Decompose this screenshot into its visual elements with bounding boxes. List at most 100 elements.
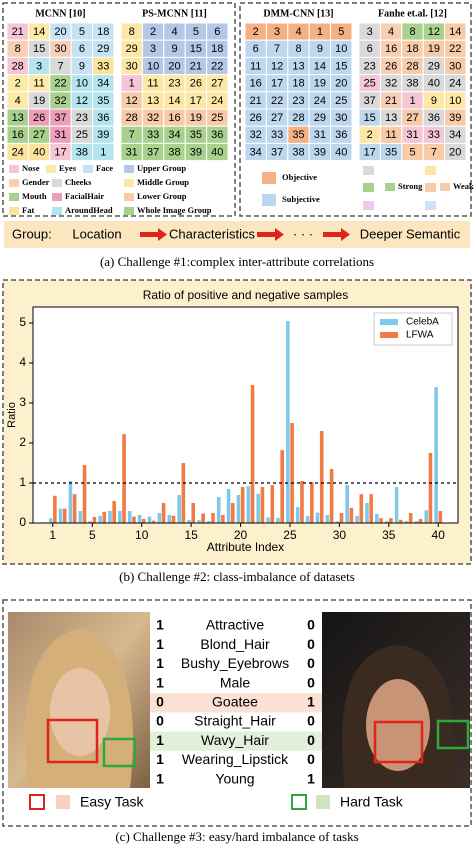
photo-right (322, 612, 470, 788)
cell-label: 8 (295, 43, 301, 55)
row-value: 1 (156, 636, 164, 652)
cell-label: 18 (292, 78, 304, 90)
grid-cell (206, 142, 229, 162)
cell-label: 34 (97, 78, 109, 90)
cell-label: 26 (250, 112, 262, 124)
bar (414, 521, 419, 523)
cell-label: 36 (335, 129, 347, 141)
cell-label: 22 (271, 95, 283, 107)
task-legend (29, 794, 330, 810)
legend-swatch (124, 165, 134, 173)
cell-label: 27 (33, 129, 45, 141)
cell-label: 10 (76, 78, 88, 90)
legend-label: Fat (22, 205, 34, 215)
cell-label: 32 (385, 78, 397, 90)
cell-label: 24 (449, 78, 461, 90)
group-step: Characteristics (169, 226, 255, 241)
cell-label: 40 (335, 146, 347, 158)
grid-title: Fanhe et.al. [12] (378, 8, 447, 19)
bar (112, 501, 116, 523)
cell-label: 16 (385, 43, 397, 55)
cell-label: 4 (171, 26, 177, 38)
bar (62, 508, 67, 523)
y-tick-label: 1 (19, 475, 26, 489)
bar (211, 513, 215, 523)
bar (369, 494, 373, 523)
y-tick-label: 4 (19, 355, 26, 369)
cell-label: 17 (54, 146, 66, 158)
x-tick-label: 30 (333, 528, 347, 542)
arrows (140, 228, 350, 241)
cell-label: 21 (385, 95, 397, 107)
legend-swatch (124, 179, 134, 187)
cell-label: 31 (54, 129, 66, 141)
cell-label: 15 (33, 43, 45, 55)
legend-swatch (9, 207, 19, 215)
legend-swatch (9, 165, 19, 173)
bar (389, 518, 393, 523)
cell-label: 3 (274, 26, 280, 38)
cell-label: 20 (168, 60, 180, 72)
y-tick-label: 2 (19, 435, 26, 449)
row-value: 0 (307, 636, 315, 652)
cell-label: 37 (271, 146, 283, 158)
legend-swatch (363, 183, 374, 192)
bar (171, 515, 176, 523)
bar (428, 453, 433, 523)
cell-label: 19 (33, 95, 45, 107)
bar (157, 513, 162, 523)
cell-label: 10 (449, 95, 461, 107)
bar (349, 507, 354, 523)
cell-label: 32 (147, 112, 159, 124)
cell-label: 1 (409, 95, 415, 107)
x-tick-label: 15 (184, 528, 198, 542)
cell-label: 19 (428, 43, 440, 55)
cell-label: 30 (335, 112, 347, 124)
cell-label: 32 (54, 95, 66, 107)
cell-label: 36 (97, 112, 109, 124)
cell-label: 26 (33, 112, 45, 124)
photo-left (8, 612, 150, 788)
legend-swatch (385, 183, 395, 191)
bar (418, 519, 423, 523)
cell-label: 21 (190, 60, 202, 72)
x-tick-label: 25 (283, 528, 297, 542)
cell-label: 37 (147, 146, 159, 158)
row-name: Blond_Hair (200, 636, 270, 652)
cell-label: 4 (295, 26, 301, 38)
bar (300, 481, 304, 523)
x-tick-label: 5 (89, 528, 96, 542)
cell-label: 29 (314, 112, 326, 124)
bar (329, 469, 334, 523)
legend-swatch (52, 207, 62, 215)
bar (72, 494, 77, 523)
cell-label: 39 (190, 146, 202, 158)
row-name: Goatee (212, 694, 258, 710)
group-step: Deeper Semantic (360, 226, 461, 241)
cell-label: 24 (314, 95, 326, 107)
row-value: 0 (156, 694, 164, 710)
cell-label: 33 (271, 129, 283, 141)
group-label: Group: (12, 226, 52, 241)
group-step: Location (72, 226, 121, 241)
legend-swatch (9, 179, 19, 187)
cell-label: 28 (126, 112, 138, 124)
cell-label: 15 (364, 112, 376, 124)
cell-label: 14 (314, 60, 326, 72)
cell-label: 23 (292, 95, 304, 107)
bar (197, 520, 201, 523)
bar (167, 515, 172, 523)
cell-label: 25 (211, 112, 223, 124)
legend-label: Easy Task (80, 794, 145, 810)
cell-label: 5 (409, 146, 415, 158)
cell-label: 35 (385, 146, 397, 158)
cell-label: 6 (367, 43, 373, 55)
cell-label: 33 (147, 129, 159, 141)
cell-label: 1 (100, 146, 106, 158)
bar (201, 513, 205, 523)
row-value: 0 (307, 674, 315, 690)
cell-label: 7 (57, 60, 63, 72)
cell-label: 7 (431, 146, 437, 158)
legend-label: AroundHead (65, 205, 113, 215)
frame (2, 2, 236, 217)
